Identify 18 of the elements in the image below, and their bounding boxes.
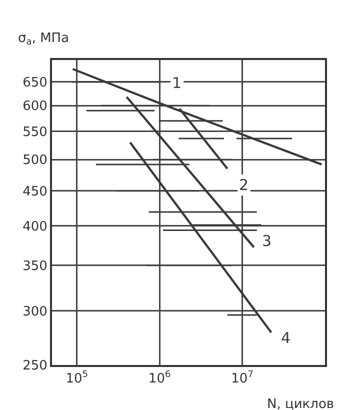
x-tick-label: 10$^{7}$ — [231, 370, 254, 387]
series-label: 1 — [172, 74, 182, 92]
x-tick-label: 10$^{6}$ — [148, 370, 171, 387]
y-tick-label: 250 — [22, 358, 48, 374]
x-tick-label: 10$^{5}$ — [66, 370, 88, 387]
y-tick-label: 650 — [22, 76, 48, 90]
y-tick-label: 400 — [22, 219, 48, 234]
x-axis-title: N, циклов — [267, 397, 334, 410]
series-label: 3 — [262, 232, 272, 250]
y-axis-title: σ$_{a}$, МПа — [18, 31, 70, 48]
y-tick-label: 500 — [22, 153, 48, 168]
y-tick-label: 550 — [22, 124, 48, 140]
y-tick-label: 350 — [22, 258, 48, 274]
series-label: 4 — [281, 329, 291, 347]
y-tick-label: 600 — [22, 99, 48, 114]
series-label: 2 — [239, 176, 249, 194]
y-tick-label: 300 — [22, 304, 48, 320]
y-tick-label: 450 — [22, 184, 48, 200]
